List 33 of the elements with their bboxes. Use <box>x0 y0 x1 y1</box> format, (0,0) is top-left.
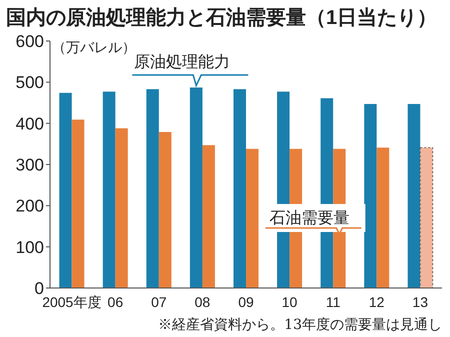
text: ※経産省資料から。13年度の需要量は見通し <box>158 317 442 333</box>
x-tick-label: 11 <box>326 294 341 310</box>
bar <box>59 92 72 288</box>
bar <box>234 89 246 288</box>
y-tick-label: 100 <box>16 238 44 257</box>
bar <box>376 148 390 288</box>
y-tick-label: 300 <box>16 156 44 174</box>
bar <box>408 104 420 288</box>
y-tick-label: 400 <box>16 114 44 134</box>
bar <box>115 128 128 288</box>
bar <box>158 132 172 288</box>
y-tick-label: 0 <box>34 279 44 298</box>
bar <box>246 148 258 288</box>
bar <box>102 92 116 288</box>
x-tick-label: 2005年度 <box>42 294 102 310</box>
x-tick-label: 08 <box>194 294 210 310</box>
x-tick-label: 10 <box>282 294 298 310</box>
bar <box>364 104 377 288</box>
x-tick-label: 12 <box>368 294 385 310</box>
bar <box>202 145 215 288</box>
series-label: 石油需要量 <box>269 209 350 227</box>
series-label: 原油処理能力 <box>134 53 230 71</box>
chart-title: 国内の原油処理能力と石油需要量（1日当たり） <box>6 6 438 29</box>
x-tick-label: 13 <box>412 294 428 310</box>
y-tick-label: 200 <box>16 196 44 216</box>
y-axis-title: （万バレル） <box>52 39 136 55</box>
x-tick-label: 06 <box>108 294 124 310</box>
bar <box>72 120 84 288</box>
y-tick-label: 600 <box>16 32 44 51</box>
x-tick-label: 07 <box>151 294 167 310</box>
bar <box>146 89 159 288</box>
x-tick-label: 09 <box>238 294 254 310</box>
y-tick-label: 500 <box>16 73 44 92</box>
